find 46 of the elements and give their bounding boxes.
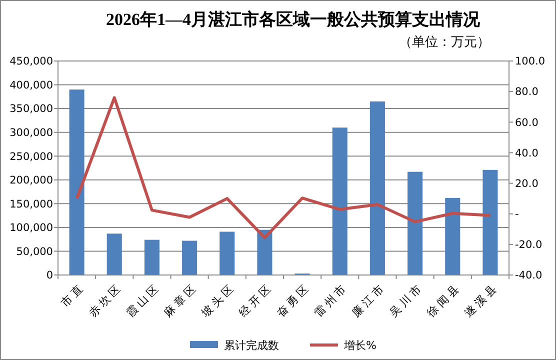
bar (482, 170, 498, 275)
x-tick-label: 霞山区 (124, 280, 163, 320)
y-tick-label: 200,000 (10, 174, 53, 187)
x-tick-label: 奋勇区 (274, 280, 314, 320)
y-tick-label: 50,000 (16, 246, 53, 258)
bar (220, 232, 235, 275)
x-tick-label: 坡头区 (198, 280, 238, 320)
x-tick-label: 徐闻县 (424, 280, 464, 320)
y-tick-label: 250,000 (10, 150, 53, 163)
chart-subtitle: （单位：万元） (399, 35, 490, 50)
bar (445, 198, 460, 275)
y2-tick-label: 80.0 (515, 86, 538, 98)
legend-label: 增长% (343, 338, 376, 352)
y-tick-label: 150,000 (10, 198, 53, 210)
bar (144, 240, 160, 275)
x-tick-label: 市直 (58, 280, 88, 310)
bar (408, 172, 423, 275)
x-tick-label: 雷州市 (312, 280, 351, 320)
y2-tick-label: -20.0 (515, 239, 542, 252)
y2-tick-label: 20.0 (515, 178, 538, 190)
y-tick-label: 400,000 (10, 79, 53, 92)
y2-tick-label: 100.0 (515, 56, 546, 68)
y-tick-label: 100,000 (10, 222, 53, 234)
x-tick-label: 赤坎区 (86, 280, 126, 320)
bar (370, 101, 385, 275)
bar (257, 230, 272, 275)
legend-label: 累计完成数 (224, 338, 279, 352)
y2-tick-label: - (515, 208, 519, 221)
y-tick-label: 350,000 (10, 103, 53, 116)
bar (69, 90, 84, 275)
bar (106, 234, 122, 275)
x-tick-label: 遂溪县 (462, 280, 502, 320)
x-tick-label: 经开区 (236, 280, 276, 320)
y-tick-label: 450,000 (10, 56, 53, 68)
bar (332, 128, 348, 275)
x-tick-label: 吴川市 (386, 280, 426, 320)
y-tick-label: 0 (46, 270, 53, 282)
y2-tick-label: -40.0 (515, 270, 542, 282)
y2-tick-label: 60.0 (515, 116, 538, 129)
line-series (75, 96, 492, 240)
y2-tick-label: 40.0 (515, 147, 538, 160)
chart-title: 2026年1—4月湛江市各区域一般公共预算支出情况 (106, 10, 481, 29)
x-tick-label: 麻章区 (161, 280, 200, 320)
bar (182, 240, 198, 275)
x-tick-label: 廉江市 (349, 280, 388, 320)
y-tick-label: 300,000 (10, 127, 53, 140)
